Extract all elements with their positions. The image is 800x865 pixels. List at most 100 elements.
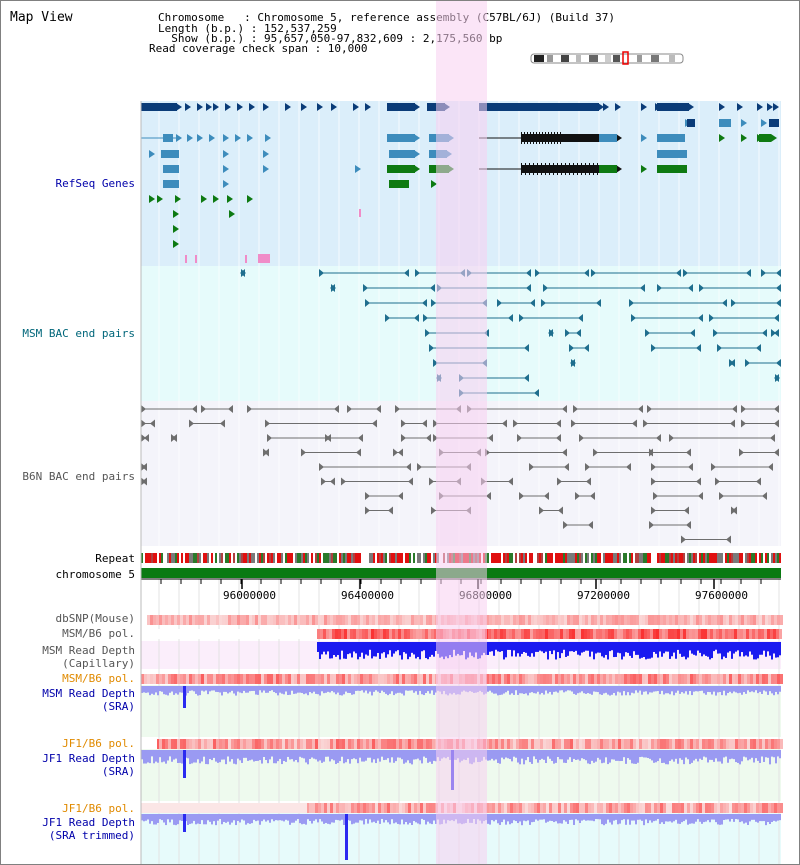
track-label-msm-b6-pol-2[interactable]: MSM/B6 pol. xyxy=(62,672,135,685)
read-depth-bar xyxy=(593,750,595,763)
read-depth-bar xyxy=(243,750,245,758)
read-depth-bar xyxy=(757,814,759,823)
dbsnp-cell xyxy=(714,615,717,625)
track-label-jf1-b6-pol-2[interactable]: JF1/B6 pol. xyxy=(62,802,135,815)
repeat-element xyxy=(297,553,299,563)
track-label-msm-depth-sra-1[interactable]: MSM Read Depth xyxy=(42,687,135,700)
read-depth-bar xyxy=(397,686,399,693)
repeat-element xyxy=(141,553,143,563)
read-depth-bar xyxy=(669,750,671,761)
track-label-b6n-bac[interactable]: B6N BAC end pairs xyxy=(22,470,135,483)
polymorphism-cell xyxy=(542,629,545,639)
read-depth-bar xyxy=(617,814,619,825)
polymorphism-cell xyxy=(339,803,342,813)
repeat-element xyxy=(665,553,667,563)
bac-end-marker xyxy=(508,477,513,486)
dbsnp-cell xyxy=(291,615,294,625)
read-depth-bar xyxy=(717,814,719,825)
polymorphism-cell xyxy=(362,629,365,639)
read-depth-bar xyxy=(631,642,633,658)
dbsnp-cell xyxy=(192,615,195,625)
polymorphism-cell xyxy=(255,674,258,684)
polymorphism-cell xyxy=(504,803,507,813)
polymorphism-cell xyxy=(336,803,339,813)
polymorphism-cell xyxy=(411,674,414,684)
repeat-element xyxy=(559,553,561,563)
read-depth-bar xyxy=(759,642,761,655)
repeat-element xyxy=(645,553,647,563)
dbsnp-cell xyxy=(591,615,594,625)
repeat-element xyxy=(491,553,493,563)
position-scale: 9600000096400000968000009720000097600000 xyxy=(160,579,762,602)
read-depth-bar xyxy=(573,814,575,825)
read-depth-bar xyxy=(653,814,655,822)
read-depth-bar xyxy=(643,814,645,826)
read-depth-bar xyxy=(239,750,241,761)
read-depth-bar xyxy=(741,642,743,653)
track-label-dbsnp[interactable]: dbSNP(Mouse) xyxy=(55,612,135,625)
repeat-element xyxy=(779,553,781,563)
polymorphism-cell xyxy=(174,674,177,684)
polymorphism-cell xyxy=(417,739,420,749)
bac-end-marker xyxy=(433,419,438,428)
read-depth-bar xyxy=(717,642,719,654)
track-label-msm-b6-pol-1[interactable]: MSM/B6 pol. xyxy=(62,627,135,640)
read-depth-bar xyxy=(311,814,313,824)
polymorphism-cell xyxy=(693,674,696,684)
read-depth-bar xyxy=(343,642,345,659)
read-depth-bar xyxy=(597,814,599,820)
polymorphism-cell xyxy=(683,629,686,639)
read-depth-bar xyxy=(493,814,495,822)
read-depth-bar xyxy=(521,814,523,826)
ideogram-band xyxy=(669,55,675,62)
track-label-refseq[interactable]: RefSeq Genes xyxy=(55,177,135,190)
read-depth-bar xyxy=(743,750,745,757)
track-label-jf1-depth-trim-1[interactable]: JF1 Read Depth xyxy=(42,816,135,829)
repeat-element xyxy=(493,553,495,563)
polymorphism-cell xyxy=(639,674,642,684)
polymorphism-cell xyxy=(294,674,297,684)
read-depth-bar xyxy=(747,814,749,825)
variation-tracks[interactable] xyxy=(141,615,783,860)
track-label-jf1-depth-sra-1[interactable]: JF1 Read Depth xyxy=(42,752,135,765)
polymorphism-cell xyxy=(369,739,372,749)
dbsnp-cell xyxy=(528,615,531,625)
bac-end-marker xyxy=(502,419,507,428)
track-label-msm-depth-cap-1[interactable]: MSM Read Depth xyxy=(42,644,135,657)
gene-exon xyxy=(533,163,534,175)
ideogram-band xyxy=(605,55,611,62)
bac-end-marker xyxy=(319,463,324,471)
read-depth-bar xyxy=(401,814,403,820)
read-depth-bar xyxy=(503,686,505,694)
polymorphism-cell xyxy=(380,629,383,639)
polymorphism-cell xyxy=(573,803,576,813)
track-label-msm-bac[interactable]: MSM BAC end pairs xyxy=(22,327,135,340)
repeat-element xyxy=(341,553,343,563)
read-depth-bar xyxy=(245,686,247,693)
read-depth-bar xyxy=(411,642,413,653)
read-depth-bar xyxy=(347,642,349,655)
read-depth-bar xyxy=(607,686,609,695)
read-depth-bar xyxy=(645,686,647,692)
read-depth-bar xyxy=(779,750,781,759)
read-depth-bar xyxy=(659,642,661,652)
read-depth-bar xyxy=(207,686,209,695)
track-label-jf1-b6-pol-1[interactable]: JF1/B6 pol. xyxy=(62,737,135,750)
dbsnp-cell xyxy=(159,615,162,625)
read-depth-bar xyxy=(539,642,541,651)
repeat-element xyxy=(423,553,425,563)
polymorphism-cell xyxy=(552,674,555,684)
track-label-repeat[interactable]: Repeat xyxy=(95,552,135,565)
chromosome-ideogram[interactable] xyxy=(530,51,684,65)
bac-end-marker xyxy=(406,463,411,471)
read-depth-bar xyxy=(653,750,655,763)
read-depth-bar xyxy=(643,686,645,692)
read-depth-bar xyxy=(585,814,587,821)
polymorphism-cell xyxy=(408,803,411,813)
polymorphism-cell xyxy=(518,629,521,639)
read-depth-bar xyxy=(195,750,197,763)
polymorphism-cell xyxy=(264,674,267,684)
read-depth-bar xyxy=(563,642,565,650)
read-depth-bar xyxy=(615,814,617,820)
